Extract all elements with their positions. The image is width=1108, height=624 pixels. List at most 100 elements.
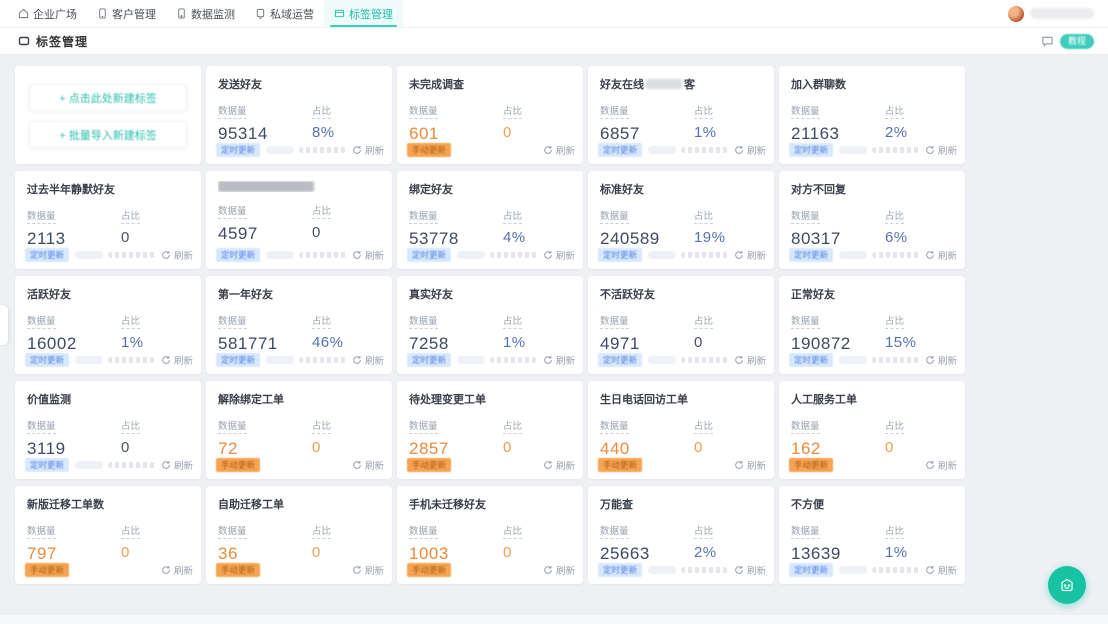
refresh-button[interactable]: 刷新 bbox=[925, 248, 957, 262]
refresh-label: 刷新 bbox=[746, 460, 766, 472]
assistant-fab-button[interactable] bbox=[1048, 566, 1086, 604]
stat-card: 手机未迁移好友 数据量 1003 占比 0 手动更新 刷新 bbox=[397, 486, 583, 584]
refresh-label: 刷新 bbox=[937, 460, 957, 472]
update-mode-badge: 定时更新 bbox=[216, 142, 261, 157]
refresh-label: 刷新 bbox=[555, 355, 575, 367]
ratio-label: 占比 bbox=[884, 523, 904, 539]
refresh-button[interactable]: 刷新 bbox=[543, 458, 575, 472]
refresh-button[interactable]: 刷新 bbox=[734, 563, 766, 577]
nav-tab-tags[interactable]: 标签管理 bbox=[324, 0, 403, 27]
refresh-button[interactable]: 刷新 bbox=[734, 248, 766, 262]
value-number: 36 bbox=[218, 544, 238, 563]
ratio-number: 0 bbox=[311, 439, 321, 456]
value-label: 数据量 bbox=[600, 523, 629, 539]
create-tag-button-2[interactable]: + 批量导入新建标签 bbox=[29, 121, 187, 148]
refresh-button[interactable]: 刷新 bbox=[734, 458, 766, 472]
update-mode-badge: 定时更新 bbox=[789, 562, 834, 577]
value-label: 数据量 bbox=[218, 203, 247, 219]
ratio-label: 占比 bbox=[884, 208, 904, 224]
refresh-button[interactable]: 刷新 bbox=[925, 143, 957, 157]
nav-tab-home[interactable]: 企业广场 bbox=[8, 0, 87, 27]
stat-card: 第一年好友 数据量 581771 占比 46% 定时更新 刷新 bbox=[206, 276, 392, 374]
refresh-button[interactable]: 刷新 bbox=[925, 563, 957, 577]
ratio-label: 占比 bbox=[311, 523, 331, 539]
ratio-label: 占比 bbox=[693, 418, 713, 434]
stat-card: 解除绑定工单 数据量 72 占比 0 手动更新 刷新 bbox=[206, 381, 392, 479]
refresh-button[interactable]: 刷新 bbox=[543, 353, 575, 367]
refresh-button[interactable]: 刷新 bbox=[352, 563, 384, 577]
value-label: 数据量 bbox=[600, 103, 629, 119]
nav-tab-customers[interactable]: 客户管理 bbox=[87, 0, 166, 27]
value-number: 2113 bbox=[27, 229, 66, 248]
refresh-button[interactable]: 刷新 bbox=[925, 458, 957, 472]
refresh-button[interactable]: 刷新 bbox=[352, 353, 384, 367]
refresh-button[interactable]: 刷新 bbox=[161, 563, 193, 577]
update-mode-badge: 定时更新 bbox=[216, 352, 261, 367]
refresh-button[interactable]: 刷新 bbox=[543, 563, 575, 577]
value-label: 数据量 bbox=[218, 418, 247, 434]
ratio-number: 0 bbox=[502, 124, 512, 141]
refresh-button[interactable]: 刷新 bbox=[161, 353, 193, 367]
ratio-label: 占比 bbox=[120, 523, 140, 539]
refresh-button[interactable]: 刷新 bbox=[161, 458, 193, 472]
refresh-button[interactable]: 刷新 bbox=[734, 353, 766, 367]
value-number: 162 bbox=[791, 439, 821, 458]
value-number: 16002 bbox=[27, 334, 77, 353]
refresh-label: 刷新 bbox=[937, 355, 957, 367]
refresh-icon bbox=[926, 250, 934, 259]
stat-card: 绑定好友 数据量 53778 占比 4% 定时更新 刷新 bbox=[397, 171, 583, 269]
update-mode-badge: 定时更新 bbox=[25, 352, 70, 367]
value-number: 25663 bbox=[600, 544, 650, 563]
ratio-number: 0 bbox=[311, 544, 321, 561]
card-title: 真实好友 bbox=[409, 289, 453, 301]
ratio-label: 占比 bbox=[502, 103, 522, 119]
device-icon bbox=[178, 8, 185, 19]
value-label: 数据量 bbox=[791, 418, 820, 434]
top-nav: 企业广场 客户管理 数据监测 私域运营 标签管理 bbox=[0, 0, 1108, 28]
ratio-number: 0 bbox=[884, 439, 894, 456]
create-tag-button-1[interactable]: + 点击此处新建标签 bbox=[29, 84, 187, 111]
ratio-label: 占比 bbox=[693, 103, 713, 119]
progress-skeleton bbox=[75, 460, 155, 469]
update-mode-badge: 手动更新 bbox=[598, 457, 643, 472]
nav-tab-label: 企业广场 bbox=[33, 8, 77, 21]
ratio-label: 占比 bbox=[120, 418, 140, 434]
help-button[interactable]: 教程 bbox=[1059, 33, 1094, 49]
nav-tab-operations[interactable]: 私域运营 bbox=[245, 0, 324, 27]
stat-card: 未完成调查 数据量 601 占比 0 手动更新 刷新 bbox=[397, 66, 583, 164]
message-bubble-icon[interactable] bbox=[1041, 35, 1054, 48]
card-title: 发送好友 bbox=[218, 79, 262, 91]
refresh-button[interactable]: 刷新 bbox=[161, 248, 193, 262]
refresh-button[interactable]: 刷新 bbox=[352, 248, 384, 262]
refresh-button[interactable]: 刷新 bbox=[925, 353, 957, 367]
card-title: 万能查 bbox=[600, 499, 633, 511]
refresh-button[interactable]: 刷新 bbox=[543, 248, 575, 262]
refresh-icon bbox=[544, 565, 552, 574]
ratio-label: 占比 bbox=[693, 313, 713, 329]
refresh-button[interactable]: 刷新 bbox=[734, 143, 766, 157]
refresh-label: 刷新 bbox=[364, 460, 384, 472]
sidebar-collapse-handle[interactable] bbox=[0, 305, 8, 345]
avatar[interactable] bbox=[1008, 5, 1024, 22]
refresh-button[interactable]: 刷新 bbox=[352, 143, 384, 157]
ratio-label: 占比 bbox=[884, 103, 904, 119]
update-mode-badge: 定时更新 bbox=[598, 352, 643, 367]
refresh-button[interactable]: 刷新 bbox=[352, 458, 384, 472]
refresh-label: 刷新 bbox=[555, 460, 575, 472]
footer-strip bbox=[0, 614, 1108, 624]
refresh-label: 刷新 bbox=[364, 355, 384, 367]
progress-skeleton bbox=[839, 355, 919, 364]
value-label: 数据量 bbox=[409, 418, 438, 434]
value-label: 数据量 bbox=[218, 313, 247, 329]
stat-card: 好友在线客 数据量 6857 占比 1% 定时更新 刷新 bbox=[588, 66, 774, 164]
nav-tab-monitor[interactable]: 数据监测 bbox=[166, 0, 245, 27]
progress-skeleton bbox=[839, 565, 919, 574]
refresh-icon bbox=[353, 250, 361, 259]
refresh-label: 刷新 bbox=[746, 355, 766, 367]
refresh-icon bbox=[735, 355, 743, 364]
refresh-button[interactable]: 刷新 bbox=[543, 143, 575, 157]
card-title: 过去半年静默好友 bbox=[27, 184, 115, 196]
refresh-icon bbox=[735, 460, 743, 469]
value-label: 数据量 bbox=[600, 208, 629, 224]
card-title: 活跃好友 bbox=[27, 289, 71, 301]
